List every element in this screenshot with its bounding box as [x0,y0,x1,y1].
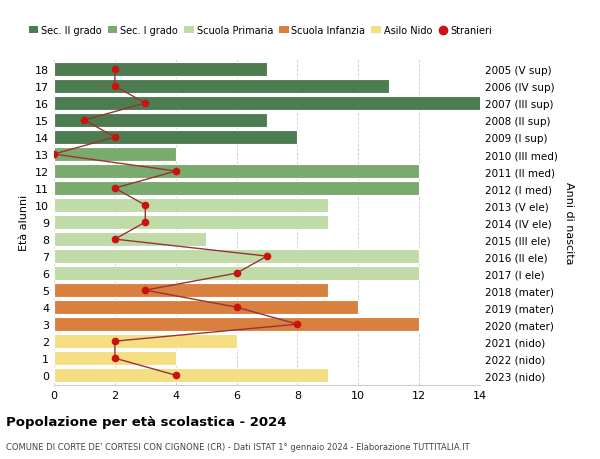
Bar [54,198,328,213]
Bar [54,317,419,332]
Bar [54,181,419,196]
Bar [54,300,358,315]
Legend: Sec. II grado, Sec. I grado, Scuola Primaria, Scuola Infanzia, Asilo Nido, Stran: Sec. II grado, Sec. I grado, Scuola Prim… [25,22,496,40]
Bar [54,215,328,230]
Bar [54,79,389,94]
Text: COMUNE DI CORTE DE' CORTESI CON CIGNONE (CR) - Dati ISTAT 1° gennaio 2024 - Elab: COMUNE DI CORTE DE' CORTESI CON CIGNONE … [6,442,470,451]
Bar [54,62,267,77]
Text: Popolazione per età scolastica - 2024: Popolazione per età scolastica - 2024 [6,415,287,428]
Bar [54,368,328,383]
Y-axis label: Anni di nascita: Anni di nascita [565,181,574,264]
Bar [54,334,236,349]
Bar [54,232,206,247]
Bar [54,147,176,162]
Bar [54,266,419,281]
Bar [54,130,298,145]
Bar [54,249,419,264]
Y-axis label: Età alunni: Età alunni [19,195,29,251]
Bar [54,283,328,298]
Bar [54,113,267,128]
Bar [54,96,511,111]
Bar [54,164,419,179]
Bar [54,351,176,366]
